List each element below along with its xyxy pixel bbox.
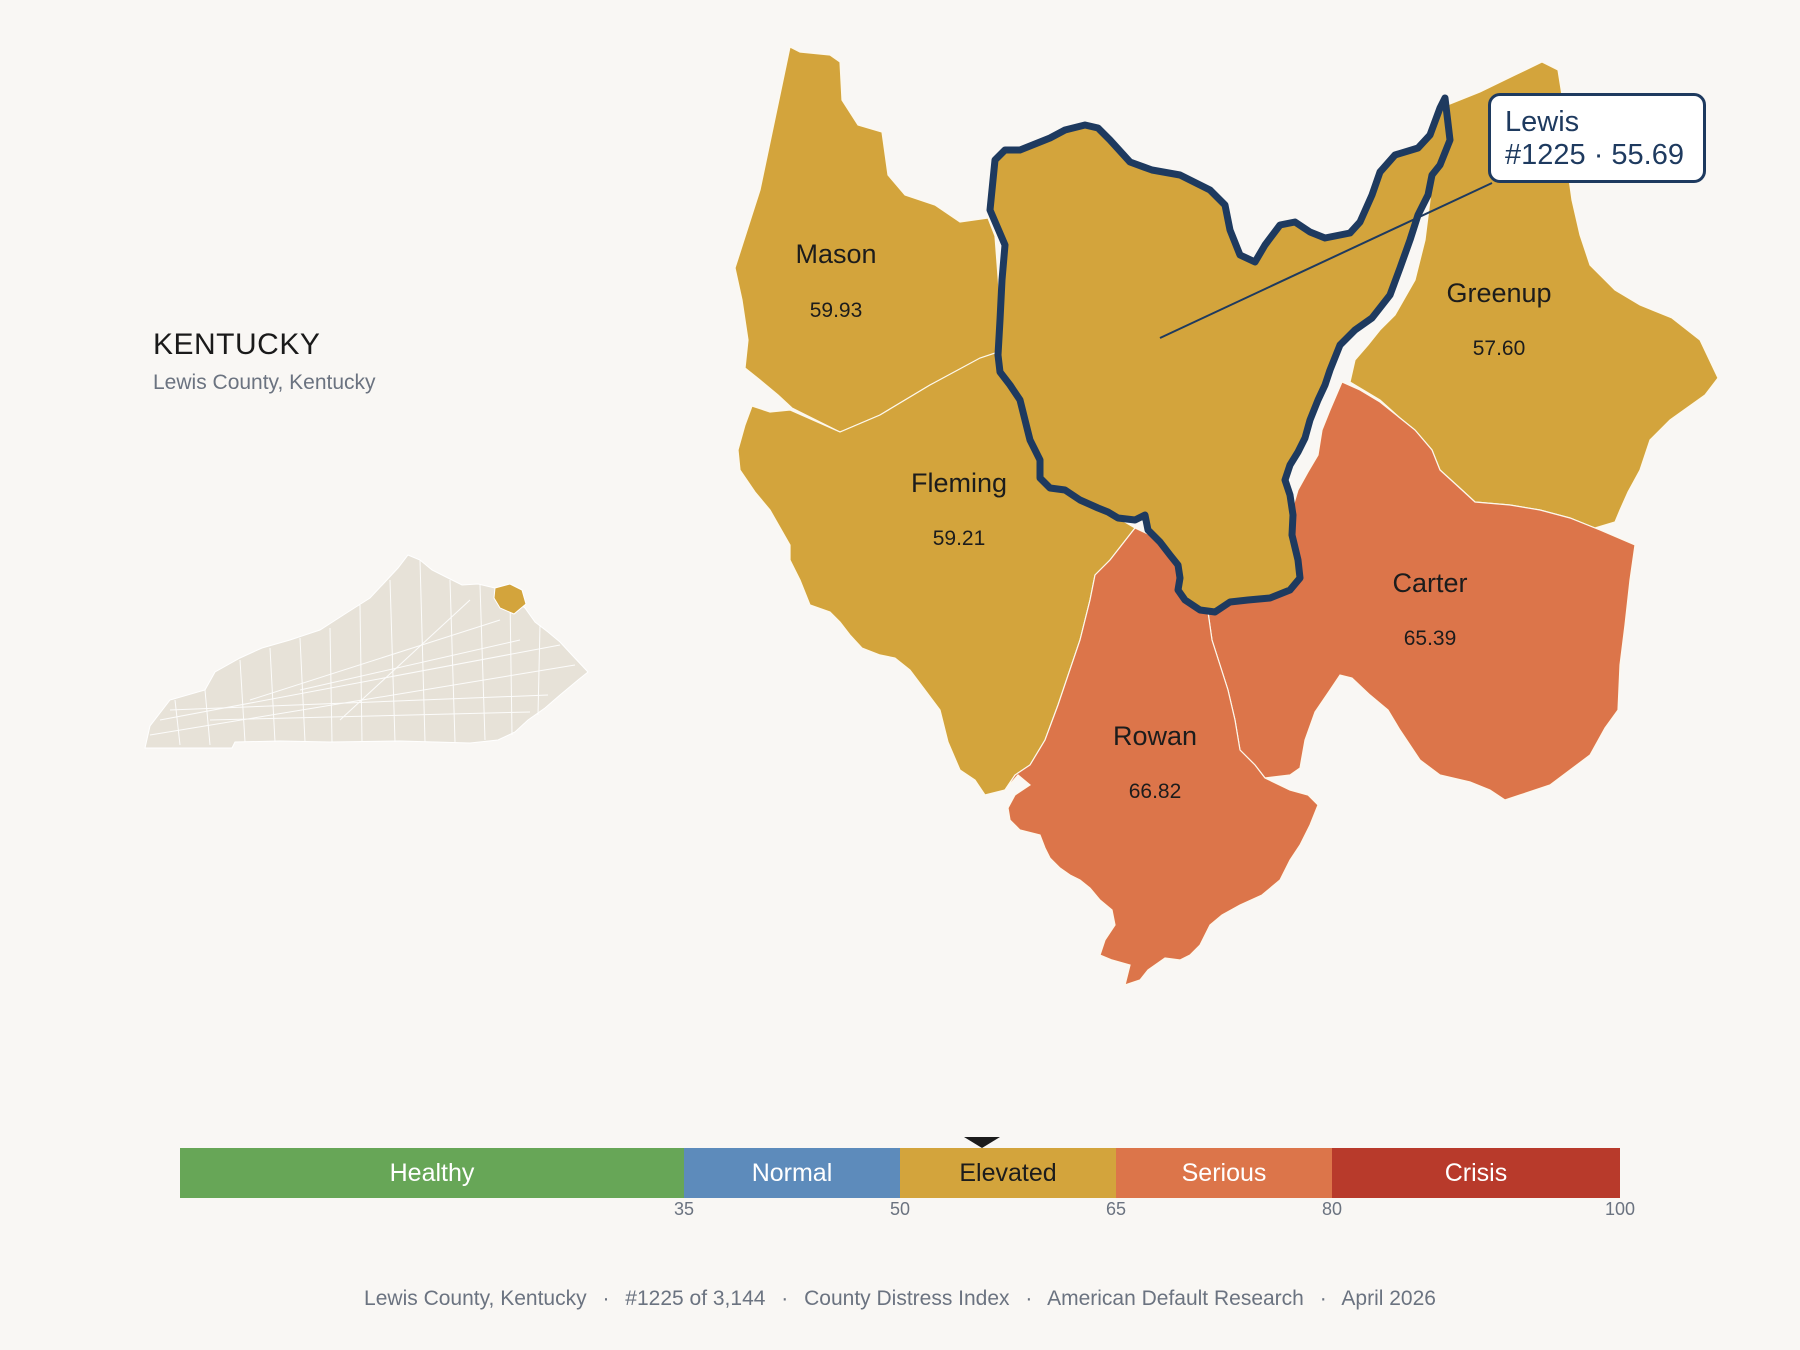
lewis-locator-highlight (493, 583, 527, 615)
county-label-value: 66.82 (1129, 780, 1182, 803)
footer-date: April 2026 (1341, 1287, 1436, 1310)
legend-segment-elevated: Elevated (900, 1148, 1116, 1198)
footer-index: County Distress Index (804, 1287, 1010, 1310)
county-label-name: Fleming (911, 468, 1007, 498)
county-label-value: 59.93 (810, 299, 863, 322)
legend-segment-serious: Serious (1116, 1148, 1332, 1198)
legend-tick: 100 (1604, 1199, 1636, 1219)
footer-separator: · (1025, 1287, 1033, 1310)
county-label-value: 65.39 (1404, 627, 1457, 650)
county-label-name: Mason (795, 239, 876, 269)
callout-leader-line (1159, 182, 1493, 339)
legend-segment-crisis: Crisis (1332, 1148, 1620, 1198)
footer-separator: · (781, 1287, 789, 1310)
callout-rank-score: #1225 · 55.69 (1505, 139, 1684, 171)
footer-credits: Lewis County, Kentucky · #1225 of 3,144 … (0, 1287, 1800, 1311)
legend-segment-healthy: Healthy (180, 1148, 684, 1198)
legend-tick: 50 (889, 1199, 911, 1219)
legend-segment-normal: Normal (684, 1148, 900, 1198)
county-rowan[interactable] (1004, 527, 1319, 986)
legend-tick: 80 (1321, 1199, 1343, 1219)
county-label-name: Rowan (1113, 721, 1197, 751)
county-greenup[interactable] (1349, 61, 1719, 529)
state-subtitle: Lewis County, Kentucky (153, 371, 376, 394)
county-lewis[interactable] (986, 94, 1454, 616)
footer-rank: #1225 of 3,144 (625, 1287, 766, 1310)
kentucky-shape (144, 554, 589, 749)
score-marker-icon (963, 1137, 1000, 1148)
footer-separator: · (602, 1287, 610, 1310)
footer-separator: · (1319, 1287, 1327, 1310)
footer-county: Lewis County, Kentucky (364, 1287, 587, 1310)
footer-source: American Default Research (1047, 1287, 1304, 1310)
county-label-name: Greenup (1446, 278, 1551, 308)
callout-county-name: Lewis (1505, 106, 1580, 138)
legend-tick: 35 (673, 1199, 695, 1219)
state-locator-map (144, 554, 589, 749)
county-label-value: 59.21 (933, 527, 986, 550)
county-label-name: Carter (1392, 568, 1467, 598)
county-label-value: 57.60 (1473, 337, 1526, 360)
state-title: KENTUCKY (153, 328, 321, 361)
legend-tick: 65 (1105, 1199, 1127, 1219)
distress-legend: Healthy Normal Elevated Serious Crisis (180, 1148, 1620, 1198)
lewis-callout: Lewis #1225 · 55.69 (1488, 93, 1706, 183)
